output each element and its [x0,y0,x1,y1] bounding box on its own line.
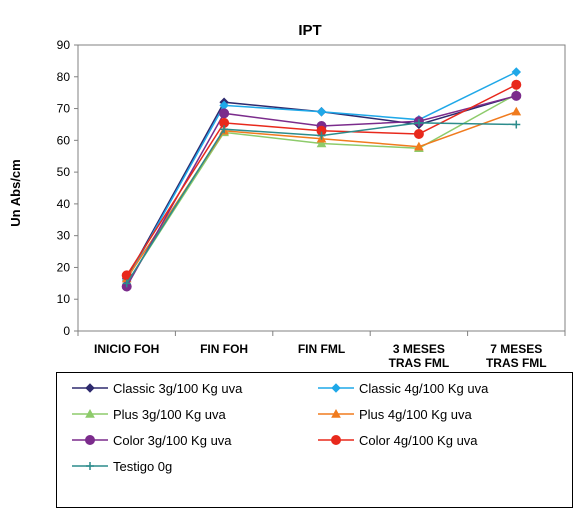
legend-label: Color 3g/100 Kg uva [113,432,232,448]
legend-label: Testigo 0g [113,458,173,474]
x-tick-label-line: 7 MESES [490,342,542,356]
data-point [512,120,521,129]
data-point [414,118,423,127]
series-line [121,67,522,285]
legend-label: Classic 3g/100 Kg uva [113,380,243,396]
y-tick-label: 70 [57,102,71,116]
series-line [122,118,521,288]
data-point [511,90,522,101]
data-point [85,383,95,393]
y-tick-label: 10 [57,292,71,306]
y-axis-label: Un Abs/cm [8,159,23,226]
legend-swatch [318,408,354,418]
x-tick-label: 7 MESES TRAS FML [486,342,547,370]
data-point [316,107,327,117]
legend-item: Color 4g/100 Kg uva [317,431,478,449]
y-tick-label: 90 [57,38,71,52]
legend-item: Plus 3g/100 Kg uva [71,405,226,423]
x-tick-label-line: FIN FOH [200,342,248,356]
x-tick-label: FIN FOH [200,342,248,356]
legend-item: Classic 4g/100 Kg uva [317,379,488,397]
chart-title: IPT [298,22,321,39]
data-point [413,128,424,139]
legend-item: Plus 4g/100 Kg uva [317,405,472,423]
legend: Classic 3g/100 Kg uva Classic 4g/100 Kg u… [56,372,573,508]
data-point [85,408,95,418]
legend-swatch [72,462,108,470]
y-tick-label: 40 [57,197,71,211]
legend-item: Classic 3g/100 Kg uva [71,379,242,397]
data-point [414,141,424,151]
y-tick-label: 80 [57,70,71,84]
legend-swatch [318,383,354,393]
legend-label: Plus 4g/100 Kg uva [359,406,472,422]
data-point [86,462,94,470]
data-point [219,108,230,119]
series-line [121,90,522,292]
legend-swatch [72,435,108,445]
legend-swatch [72,408,108,418]
x-tick-label-line: TRAS FML [486,356,547,370]
data-point [220,125,229,134]
legend-label: Classic 4g/100 Kg uva [359,380,489,396]
data-point [511,67,522,77]
data-point [331,435,341,445]
axes: 0 10 20 30 40 50 60 70 80 90 INICIO FOH FIN FOH FIN … [57,38,566,370]
y-tick-label: 30 [57,229,71,243]
legend-item: Testigo 0g [71,457,172,475]
legend-swatch [72,383,108,393]
y-tick-label: 20 [57,260,71,274]
series-layer [121,67,522,292]
legend-label: Color 4g/100 Kg uva [359,432,478,448]
legend-swatch [318,435,354,445]
x-tick-label-line: INICIO FOH [94,342,159,356]
x-tick-label: 3 MESES TRAS FML [389,342,450,370]
series-path [126,71,517,281]
y-tick-label: 0 [63,324,70,338]
x-tick-label-line: FIN FML [298,342,345,356]
y-tick-label: 50 [57,165,71,179]
data-point [331,408,341,418]
legend-item: Color 3g/100 Kg uva [71,431,232,449]
legend-label: Plus 3g/100 Kg uva [113,406,226,422]
x-tick-label: FIN FML [298,342,345,356]
data-point [316,138,327,148]
data-point [511,106,522,116]
data-point [122,279,131,288]
data-point [511,79,522,90]
x-tick-label-line: 3 MESES [393,342,445,356]
x-tick-label-line: TRAS FML [389,356,450,370]
data-point [317,131,326,140]
x-tick-label: INICIO FOH [94,342,159,356]
plot-area [77,44,566,332]
y-tick-label: 60 [57,133,71,147]
line-chart: IPT Un Abs/cm 0 10 20 30 40 50 60 70 80 90 INICIO … [8,22,566,370]
data-point [85,435,95,445]
data-point [331,383,341,393]
